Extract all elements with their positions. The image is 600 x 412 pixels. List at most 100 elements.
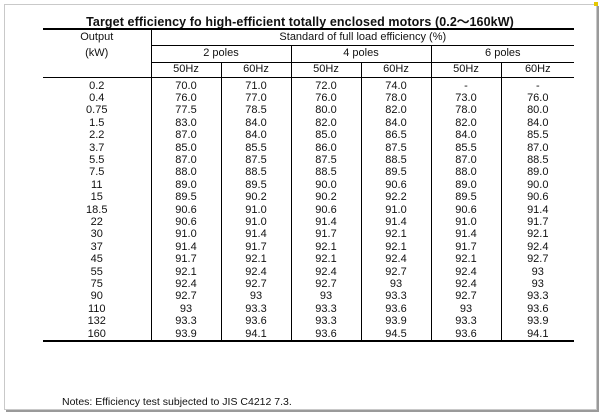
efficiency-cell: 91.0 xyxy=(150,228,221,241)
efficiency-cell: 90.0 xyxy=(290,178,361,192)
efficiency-cell: 93.9 xyxy=(500,315,575,328)
efficiency-cell: 89.0 xyxy=(150,178,221,192)
efficiency-cell: 92.4 xyxy=(500,240,575,254)
efficiency-cell: 89.0 xyxy=(430,178,501,192)
efficiency-cell: 87.0 xyxy=(150,129,221,142)
efficiency-cell: 87.0 xyxy=(430,153,501,167)
unit-header: (kW) xyxy=(85,47,109,60)
efficiency-cell: 77.5 xyxy=(150,104,221,117)
poles-header-4: 4 poles xyxy=(290,45,431,63)
efficiency-cell: 92.7 xyxy=(220,278,291,291)
efficiency-cell: 93.6 xyxy=(220,315,291,328)
efficiency-cell: 89.0 xyxy=(500,166,575,179)
footnote: Notes: Efficiency test subjected to JIS … xyxy=(62,396,292,408)
efficiency-cell: 87.5 xyxy=(360,141,431,154)
efficiency-cell: 93 xyxy=(360,278,431,291)
efficiency-cell: 88.0 xyxy=(150,166,221,179)
efficiency-cell: 92.4 xyxy=(430,278,501,291)
output-cell: 1.5 xyxy=(89,116,105,129)
efficiency-cell: 94.1 xyxy=(220,327,291,343)
table-row: 75 92.4 92.7 92.7 93 92.4 93 xyxy=(43,278,575,291)
efficiency-cell: 87.5 xyxy=(290,153,361,167)
table-row: 7.5 88.0 88.5 88.5 89.5 88.0 89.0 xyxy=(43,166,575,179)
efficiency-cell: 90.6 xyxy=(360,178,431,192)
output-cell: 22 xyxy=(90,215,103,228)
table-row: 55 92.1 92.4 92.4 92.7 92.4 93 xyxy=(43,265,575,278)
efficiency-cell: 80.0 xyxy=(290,104,361,117)
table-row: 22 90.6 91.0 91.4 91.4 91.0 91.7 xyxy=(43,215,575,229)
output-cell: 3.7 xyxy=(89,141,105,154)
table-row: 2.2 87.0 84.0 85.0 86.5 84.0 85.5 xyxy=(43,129,575,142)
efficiency-cell: 92.1 xyxy=(430,253,501,266)
output-cell: 0.2 xyxy=(89,79,105,92)
output-cell: 160 xyxy=(43,327,151,343)
freq-header: 60Hz xyxy=(220,62,291,78)
efficiency-cell: 78.5 xyxy=(220,104,291,117)
efficiency-cell: 91.4 xyxy=(150,240,221,254)
efficiency-cell: 83.0 xyxy=(150,116,221,130)
efficiency-cell: 90.6 xyxy=(500,191,575,204)
efficiency-cell: 71.0 xyxy=(220,77,291,92)
efficiency-cell: 92.4 xyxy=(360,253,431,266)
efficiency-cell: 91.7 xyxy=(220,240,291,254)
output-cell: 90 xyxy=(90,290,103,303)
efficiency-cell: 85.0 xyxy=(290,129,361,142)
efficiency-cell: - xyxy=(500,77,575,92)
table-row: 5.5 87.0 87.5 87.5 88.5 87.0 88.5 xyxy=(43,153,575,167)
efficiency-cell: 82.0 xyxy=(290,116,361,130)
efficiency-cell: 91.4 xyxy=(430,228,501,241)
efficiency-cell: 84.0 xyxy=(220,116,291,130)
efficiency-cell: 92.4 xyxy=(150,278,221,291)
efficiency-cell: 88.5 xyxy=(500,153,575,167)
poles-header-6: 6 poles xyxy=(430,45,575,63)
efficiency-cell: 92.1 xyxy=(290,253,361,266)
efficiency-cell: 92.7 xyxy=(290,278,361,291)
efficiency-cell: 80.0 xyxy=(500,104,575,117)
efficiency-cell: 93.6 xyxy=(500,302,575,316)
efficiency-cell: 78.0 xyxy=(360,91,431,105)
efficiency-cell: 70.0 xyxy=(150,77,221,92)
efficiency-cell: 93.6 xyxy=(290,327,361,343)
efficiency-cell: 89.5 xyxy=(220,178,291,192)
efficiency-cell: 84.0 xyxy=(220,129,291,142)
efficiency-cell: 93.3 xyxy=(290,302,361,316)
efficiency-cell: 90.0 xyxy=(500,178,575,192)
efficiency-cell: 82.0 xyxy=(430,116,501,130)
efficiency-cell: 93.3 xyxy=(220,302,291,316)
efficiency-cell: 91.4 xyxy=(290,215,361,229)
efficiency-table: Output Standard of full load efficiency … xyxy=(43,28,575,343)
efficiency-cell: 92.7 xyxy=(500,253,575,266)
efficiency-cell: 91.7 xyxy=(430,240,501,254)
efficiency-cell: 93.9 xyxy=(150,327,221,343)
output-cell: 5.5 xyxy=(89,153,105,166)
efficiency-cell: 90.2 xyxy=(220,191,291,204)
efficiency-cell: 93 xyxy=(220,290,291,303)
freq-header: 60Hz xyxy=(500,62,575,78)
efficiency-cell: 91.4 xyxy=(500,203,575,216)
table-row: 132 93.3 93.6 93.3 93.9 93.3 93.9 xyxy=(43,315,575,328)
efficiency-cell: 74.0 xyxy=(360,77,431,92)
efficiency-cell: 91.0 xyxy=(360,203,431,216)
efficiency-cell: 92.1 xyxy=(150,265,221,278)
table-body: 0.2 70.0 71.0 72.0 74.0 - - 0.4 76.0 77.… xyxy=(43,77,575,343)
efficiency-cell: 93.6 xyxy=(430,327,501,343)
efficiency-cell: 88.5 xyxy=(360,153,431,167)
efficiency-cell: 93.3 xyxy=(150,315,221,328)
output-cell: 55 xyxy=(90,265,103,278)
table-row: 45 91.7 92.1 92.1 92.4 92.1 92.7 xyxy=(43,253,575,266)
efficiency-cell: 91.4 xyxy=(360,215,431,229)
efficiency-cell: 92.1 xyxy=(290,240,361,254)
table-row: 0.2 70.0 71.0 72.0 74.0 - - xyxy=(43,77,575,92)
efficiency-cell: 93.3 xyxy=(430,315,501,328)
table-title: Target efficiency fo high-efficient tota… xyxy=(86,15,514,29)
efficiency-cell: 86.5 xyxy=(360,129,431,142)
efficiency-cell: 78.0 xyxy=(430,104,501,117)
output-cell: 7.5 xyxy=(89,166,105,179)
table-row: 110 93 93.3 93.3 93.6 93 93.6 xyxy=(43,302,575,316)
efficiency-cell: 93 xyxy=(500,278,575,291)
efficiency-cell: 90.6 xyxy=(150,215,221,229)
efficiency-cell: 85.0 xyxy=(150,141,221,154)
efficiency-cell: 92.4 xyxy=(430,265,501,278)
efficiency-cell: 76.0 xyxy=(290,91,361,105)
efficiency-cell: 93 xyxy=(500,265,575,278)
